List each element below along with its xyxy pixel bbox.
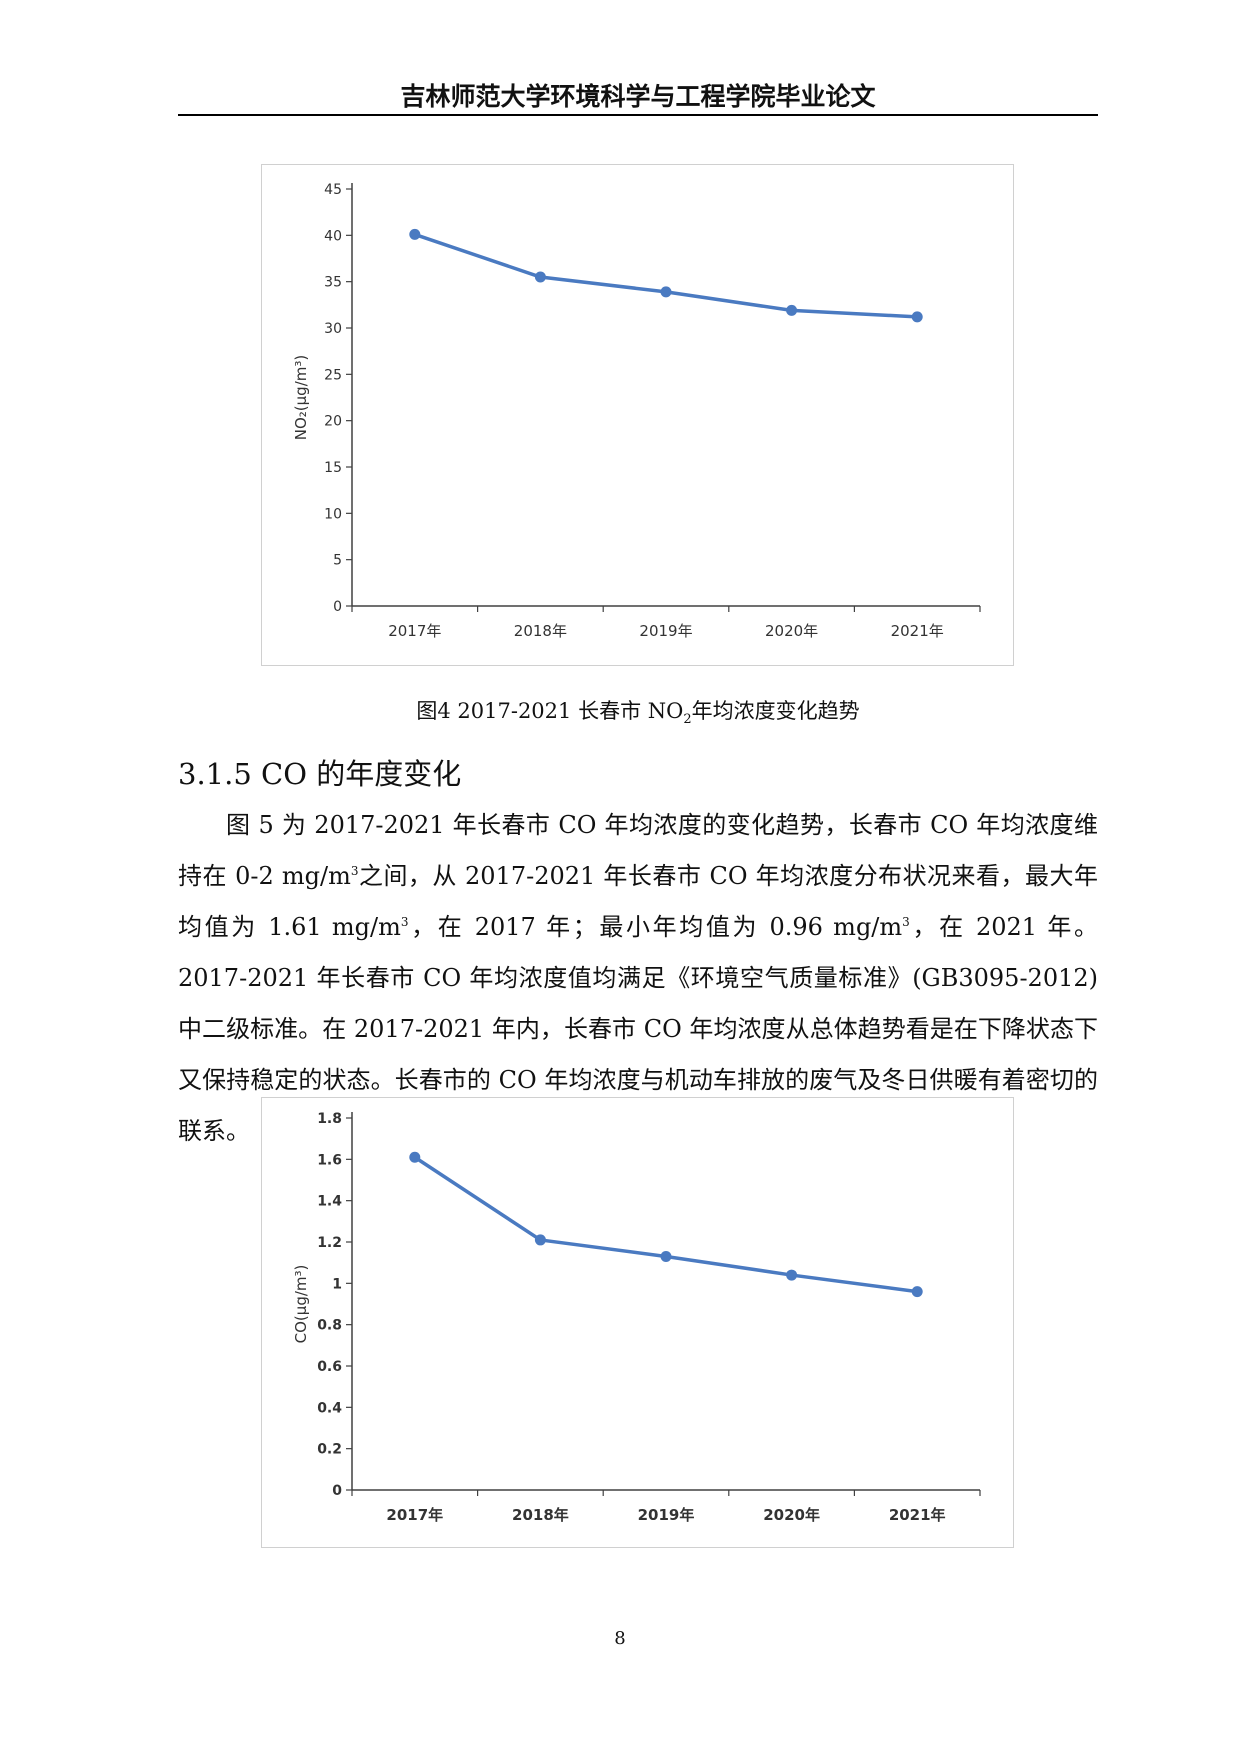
no2-x-tick-label: 2017年 [388,622,441,640]
no2-y-tick-label: 45 [324,182,342,198]
para-part-3: ，在 2017 年；最小年均值为 0.96 mg/m [408,913,903,941]
no2-x-tick-label: 2018年 [514,622,567,640]
co-x-tick-label: 2021年 [889,1506,946,1524]
para-part-1: 图 5 为 2017-2021 年长春市 CO 年均浓度的变化趋势，长春市 CO… [178,811,1098,890]
figure-4-caption: 图4 2017-2021 长春市 NO2年均浓度变化趋势 [178,698,1098,733]
no2-y-tick-label: 15 [324,460,342,476]
co-y-tick-label: 1.8 [317,1111,342,1127]
co-x-tick-label: 2020年 [763,1506,820,1524]
no2-y-tick-label: 30 [324,321,342,337]
co-x-tick-label: 2017年 [386,1506,443,1524]
running-header: 吉林师范大学环境科学与工程学院毕业论文 [400,82,876,111]
caption-subscript: 2 [683,712,692,728]
no2-chart: 0 5 10 15 20 25 30 35 40 45 2017年 2018年 2019年 2020年 20… [261,164,1014,666]
co-chart: 0 0.2 0.4 0.6 0.8 1 1.2 1.4 1.6 1.8 2017年 2018年 2019… [261,1097,1014,1548]
no2-y-tick-label: 10 [324,506,342,522]
paragraph-text: 图 5 为 2017-2021 年长春市 CO 年均浓度的变化趋势，长春市 CO… [178,800,1098,1157]
co-x-tick-label: 2019年 [638,1506,695,1524]
para-sup-1: 3 [350,864,359,878]
co-y-tick-label: 1 [332,1276,342,1292]
no2-y-tick-label: 35 [324,275,342,291]
no2-y-tick-label: 0 [333,599,342,615]
no2-data-point [409,228,421,240]
no2-y-tick-label: 40 [324,228,342,244]
co-data-point [911,1286,923,1298]
co-x-tick-label: 2018年 [512,1506,569,1524]
no2-series-line [413,232,919,319]
co-y-tick-label: 1.4 [317,1194,342,1210]
co-y-axis-label: CO(μg/m³) [292,1265,310,1344]
no2-x-tick-label: 2020年 [765,622,818,640]
no2-chart-svg: 0 5 10 15 20 25 30 35 40 45 2017年 2018年 2019年 2020年 20… [292,182,981,640]
page-number: 8 [614,1628,626,1649]
co-y-tick-label: 0.8 [317,1318,342,1334]
co-y-tick-label: 1.2 [317,1235,342,1251]
para-part-4: ，在 2021 年。2017-2021 年长春市 CO 年均浓度值均满足《环境空… [178,913,1098,1145]
header-rule [178,114,1098,116]
no2-y-tick-label: 25 [324,367,342,383]
co-y-tick-label: 0.6 [317,1359,342,1375]
co-y-tick-label: 1.6 [317,1152,342,1168]
co-data-point [534,1234,546,1246]
no2-y-tick-label: 5 [333,553,342,569]
para-sup-2: 3 [400,915,409,929]
co-data-point [660,1250,672,1262]
co-data-point [786,1269,798,1281]
section-heading: 3.1.5 CO 的年度变化 [178,757,462,791]
co-y-tick-label: 0.2 [317,1442,342,1458]
no2-data-point [534,271,546,283]
no2-y-axis-label: NO₂(μg/m³) [292,355,310,441]
co-y-tick-label: 0.4 [317,1400,342,1416]
co-y-tick-label: 0 [332,1483,342,1499]
no2-data-point [660,286,672,298]
no2-data-point [786,304,798,316]
para-sup-3: 3 [902,915,910,929]
co-series-line [413,1155,919,1294]
no2-x-tick-label: 2021年 [891,622,944,640]
para-part-2: 之间，从 2017-2021 年长春市 CO 年均浓度分布状况来看，最大年均值为… [178,862,1098,941]
body-paragraph: 图 5 为 2017-2021 年长春市 CO 年均浓度的变化趋势，长春市 CO… [178,800,1098,1157]
co-chart-svg: 0 0.2 0.4 0.6 0.8 1 1.2 1.4 1.6 1.8 2017年 2018年 2019… [292,1111,981,1524]
no2-y-tick-label: 20 [324,414,342,430]
no2-x-tick-label: 2019年 [639,622,692,640]
no2-data-point [911,311,923,323]
caption-prefix: 图4 2017-2021 长春市 NO [416,699,684,723]
caption-suffix: 年均浓度变化趋势 [691,699,860,723]
co-data-point [409,1151,421,1163]
